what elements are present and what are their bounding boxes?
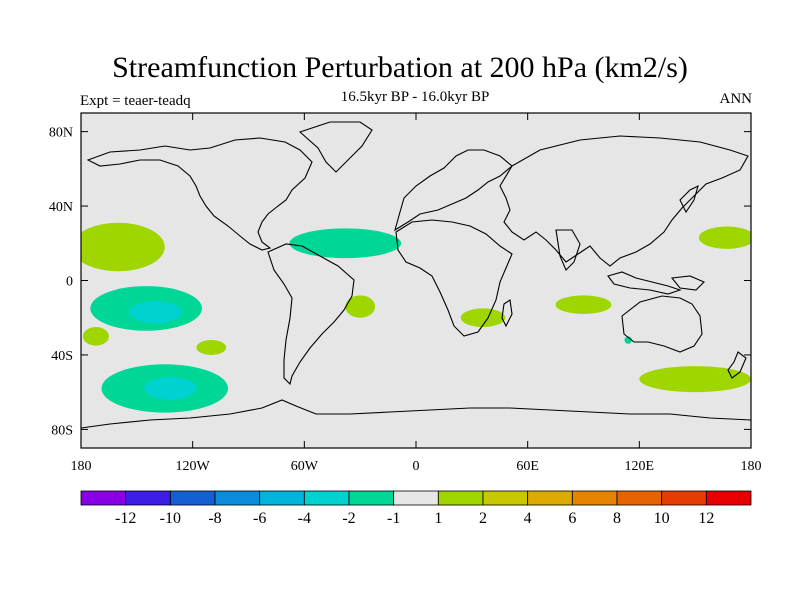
region-south-atlantic-positive [345, 295, 376, 318]
region-north-pacific-west-positive [81, 222, 165, 272]
colorbar-box [259, 490, 305, 506]
region-southwest-pacific-positive [82, 327, 109, 346]
region-south-pacific-core [129, 300, 182, 324]
coastline-australia [621, 295, 703, 353]
colorbar-label: -2 [342, 510, 355, 527]
coastlines [81, 121, 751, 429]
coastline-greenland [298, 121, 373, 173]
chart-subtitle: 16.5kyr BP - 16.0kyr BP [340, 89, 490, 105]
region-indian-ocean-positive [555, 295, 612, 315]
colorbar-label: -12 [115, 510, 136, 527]
region-central-atlantic-negative [289, 228, 402, 259]
colorbar-box [348, 490, 395, 506]
colorbar-label: 4 [524, 510, 532, 527]
lon-tick-label: 60W [291, 459, 319, 474]
lon-tick-label: 120E [625, 459, 655, 474]
coastline-japan [679, 184, 699, 214]
coastline-north-america [86, 137, 313, 251]
colorbar-box [527, 490, 573, 506]
colorbar-label: -1 [387, 510, 400, 527]
colorbar-box [616, 490, 663, 506]
region-south-africa-positive [460, 308, 506, 328]
lat-tick-label: 40N [49, 200, 73, 215]
colorbar-box [482, 490, 529, 506]
region-west-pacific-positive [698, 226, 751, 249]
lon-tick-label: 180 [741, 459, 762, 474]
colorbar-label: 8 [613, 510, 621, 527]
colorbar-label: -8 [208, 510, 221, 527]
colorbar-label: 12 [698, 510, 714, 527]
lon-tick-label: 120W [176, 459, 211, 474]
colorbar-label: 1 [434, 510, 442, 527]
lat-tick-label: 0 [66, 275, 73, 290]
colorbar-box [303, 490, 350, 506]
coastline-india [555, 229, 581, 271]
colorbar-box [80, 490, 127, 506]
coastline-antarctica [81, 399, 751, 429]
contour-regions [81, 222, 751, 413]
coastline-new-zealand [727, 351, 747, 379]
coastline-europe [394, 149, 513, 232]
season-label: ANN [719, 91, 753, 107]
colorbar-label: -4 [298, 510, 311, 527]
colorbar-label: -6 [253, 510, 266, 527]
lon-tick-label: 0 [413, 459, 420, 474]
region-east-pacific-positive [196, 340, 227, 355]
lon-tick-label: 180 [71, 459, 92, 474]
longitude-ticks: 180 120W 60W 0 60E 120E 180 [71, 113, 762, 474]
coastline-madagascar [501, 299, 513, 328]
lat-tick-label: 80N [49, 126, 73, 141]
colorbar-box [705, 490, 752, 506]
chart-title: Streamfunction Perturbation at 200 hPa (… [112, 51, 688, 84]
coastline-indonesia [607, 271, 682, 295]
colorbar-label: 10 [654, 510, 670, 527]
coastline-south-america [267, 243, 355, 386]
region-southern-ocean-core [144, 377, 197, 400]
lat-tick-label: 40S [51, 349, 73, 364]
colorbar-box [214, 490, 261, 506]
colorbar-label: 2 [479, 510, 487, 527]
colorbar-box [125, 490, 171, 506]
lat-tick-label: 80S [51, 423, 73, 438]
colorbar-box [437, 490, 484, 506]
colorbar: -12 -10 -8 -6 -4 -2 -1 1 2 4 6 8 10 12 [80, 490, 752, 527]
colorbar-box [571, 490, 618, 506]
colorbar-box [661, 490, 707, 506]
colorbar-label: -10 [160, 510, 181, 527]
latitude-ticks: 80N 40N 0 40S 80S [49, 126, 751, 438]
colorbar-box [169, 490, 216, 506]
colorbar-box [393, 490, 439, 506]
experiment-label: Expt = teaer-teadq [80, 93, 191, 109]
coastline-new-guinea [670, 275, 705, 291]
region-new-zealand-positive [639, 366, 751, 393]
lon-tick-label: 60E [516, 459, 539, 474]
coastline-africa [395, 219, 513, 337]
colorbar-label: 6 [568, 510, 576, 527]
coastline-asia [499, 135, 749, 267]
